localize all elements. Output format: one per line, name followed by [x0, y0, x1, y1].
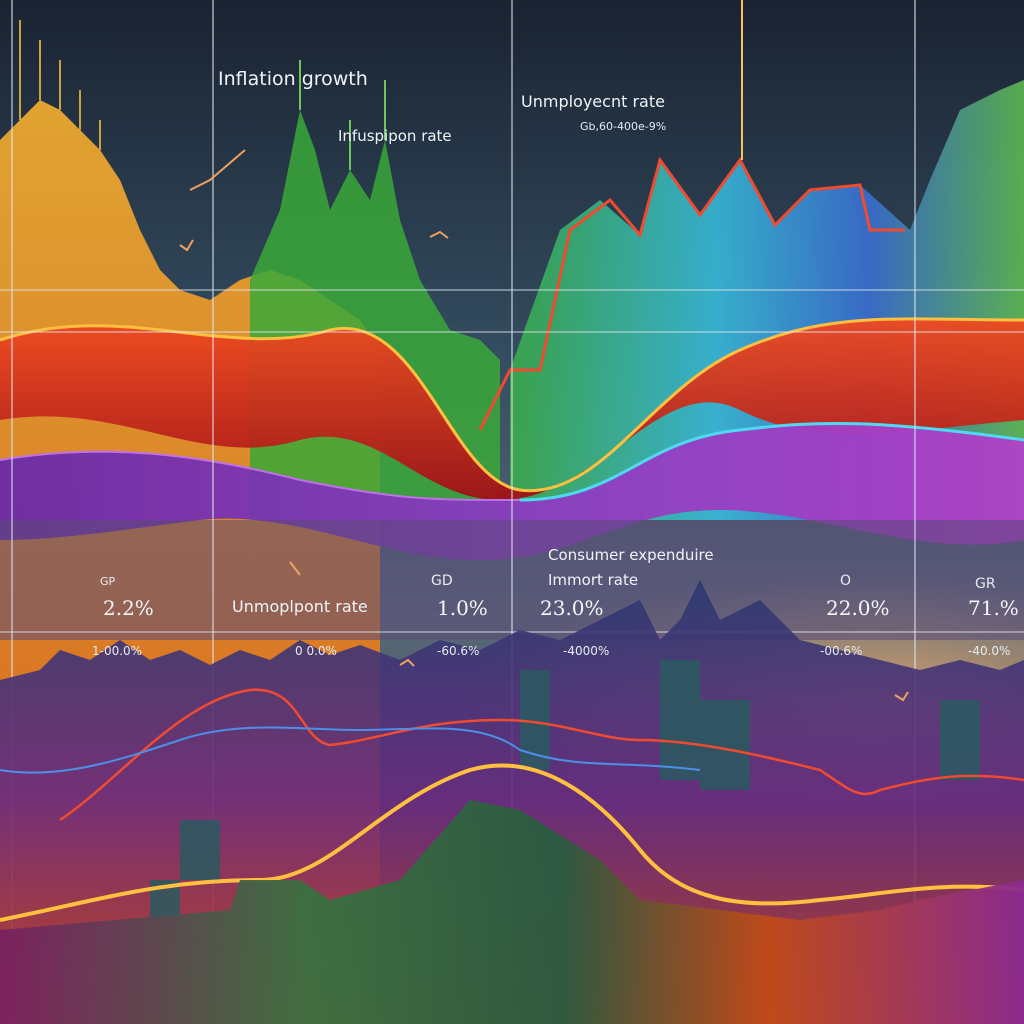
orange-spikes — [19, 20, 101, 150]
magenta-wave-line — [0, 450, 521, 501]
value-2: 1.0% — [437, 596, 488, 620]
label-gd-a: GD — [431, 573, 453, 589]
bird-icon — [189, 149, 246, 191]
small-value-6: -40.0% — [968, 644, 1010, 658]
bird-icon — [399, 658, 415, 667]
bird-icon — [429, 230, 449, 239]
small-value-4: -4000% — [563, 644, 609, 658]
orange-wave-highlight — [0, 317, 1024, 493]
label-small-a: GP — [100, 575, 116, 588]
bottom-bars — [0, 800, 1024, 1024]
label-infusion-rate: Infuspipon rate — [338, 127, 452, 145]
green-spikes — [299, 60, 386, 170]
orange-glow-line — [0, 763, 1024, 922]
label-small-range: Gb,60-400e-9% — [580, 120, 666, 133]
red-wave-band — [0, 318, 1024, 500]
blue-city-line — [0, 726, 701, 774]
purple-wave-band — [0, 423, 1024, 560]
value-1: 2.2% — [103, 596, 154, 620]
label-inflation-growth: Inflation growth — [218, 68, 368, 90]
horizontal-grid — [0, 289, 1024, 633]
bird-icon — [894, 691, 909, 702]
city-buildings — [150, 660, 980, 920]
red-trend-line — [478, 156, 905, 431]
cyan-wave-line — [519, 421, 1024, 502]
small-value-5: -00.6% — [820, 644, 862, 658]
label-unemployment-rate-2: Unmoplpont rate — [232, 597, 368, 616]
bird-icon — [289, 561, 301, 576]
value-4: 22.0% — [826, 596, 890, 620]
value-5: 71.% — [968, 596, 1019, 620]
red-city-line — [59, 688, 1024, 822]
small-value-2: 0 0.0% — [295, 644, 337, 658]
value-3: 23.0% — [540, 596, 604, 620]
small-value-1: 1-00.0% — [92, 644, 142, 658]
label-unemployment-rate: Unmployecnt rate — [521, 92, 665, 111]
label-small-b: O — [840, 573, 851, 589]
small-value-3: -60.6% — [437, 644, 479, 658]
label-consumer-expenditure: Consumer expenduire — [548, 546, 714, 564]
label-gd-b: GR — [975, 576, 996, 592]
bird-icons — [179, 149, 909, 702]
bird-icon — [179, 239, 194, 252]
label-import-rate: Immort rate — [548, 571, 638, 589]
